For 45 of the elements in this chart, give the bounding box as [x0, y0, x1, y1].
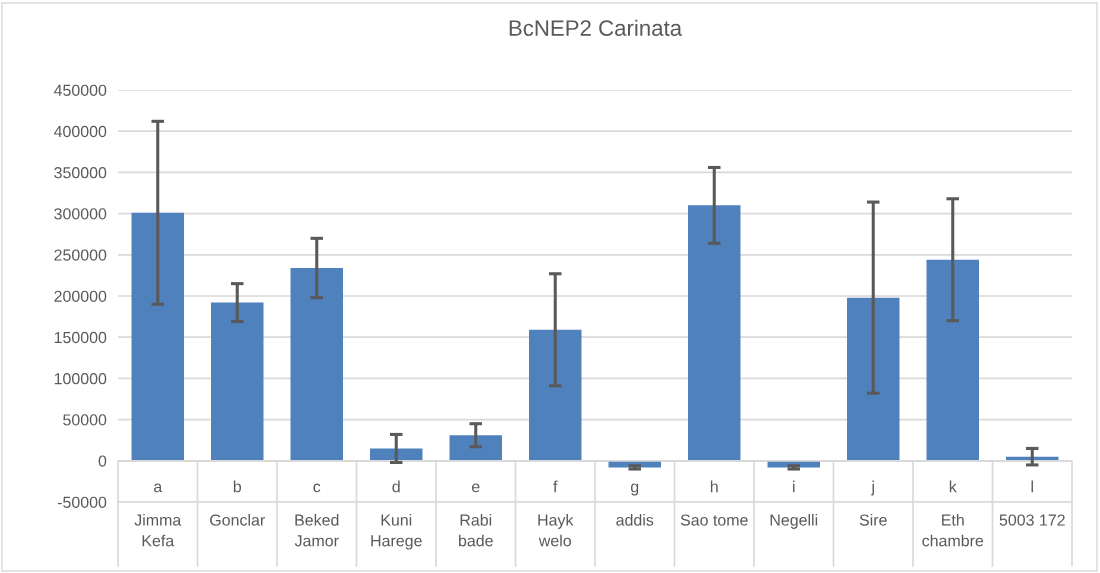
text: Sao tome	[680, 514, 748, 526]
y-tick-label: 250000	[54, 249, 107, 261]
x-tick-label: d	[392, 480, 400, 493]
y-tick-label: 300000	[54, 208, 107, 220]
x-tick-label: b	[233, 480, 242, 493]
text: Rabi bade	[459, 514, 493, 547]
y-tick-label: 150000	[54, 331, 107, 344]
text: Negelli	[770, 514, 818, 529]
x-tick-label: e	[471, 483, 480, 493]
text: Jimma Kefa	[134, 514, 182, 547]
bar	[529, 329, 582, 461]
y-tick-label: 100000	[54, 373, 107, 385]
text: Hayk welo	[538, 514, 574, 547]
x-tick-label: k	[949, 480, 957, 493]
bar	[926, 259, 979, 461]
text: Kuni Harege	[371, 514, 422, 550]
x-tick-label: j	[871, 480, 874, 496]
y-tick-label: 450000	[53, 84, 107, 96]
x-tick-label: i	[793, 480, 795, 493]
x-tick-label: h	[710, 480, 718, 493]
x-tick-label: l	[1031, 480, 1033, 493]
bar	[370, 448, 423, 461]
y-tick-label: 50000	[63, 414, 107, 426]
bar	[847, 297, 900, 461]
y-tick-label: 0	[98, 455, 107, 467]
bar	[290, 267, 343, 461]
text: Sire	[859, 514, 887, 526]
text: Beked Jamor	[294, 514, 339, 547]
text: Gonclar	[210, 514, 265, 526]
chart-title: BcNEP2 Carinata	[509, 19, 683, 36]
bar	[449, 435, 502, 461]
y-tick-label: 400000	[53, 125, 107, 138]
y-tick-label: 350000	[54, 167, 107, 179]
text: addis	[616, 514, 654, 526]
x-tick-label: c	[313, 483, 321, 493]
text: 5003 172	[999, 514, 1065, 526]
y-tick-label: 200000	[54, 290, 107, 302]
bar	[211, 302, 264, 461]
x-tick-label: f	[553, 480, 558, 493]
bar	[131, 212, 184, 461]
bar	[688, 205, 741, 461]
x-tick-label: g	[630, 483, 639, 496]
text: Eth chambre	[922, 514, 984, 547]
y-tick-label: -50000	[57, 496, 107, 508]
x-tick-label: a	[153, 483, 163, 493]
